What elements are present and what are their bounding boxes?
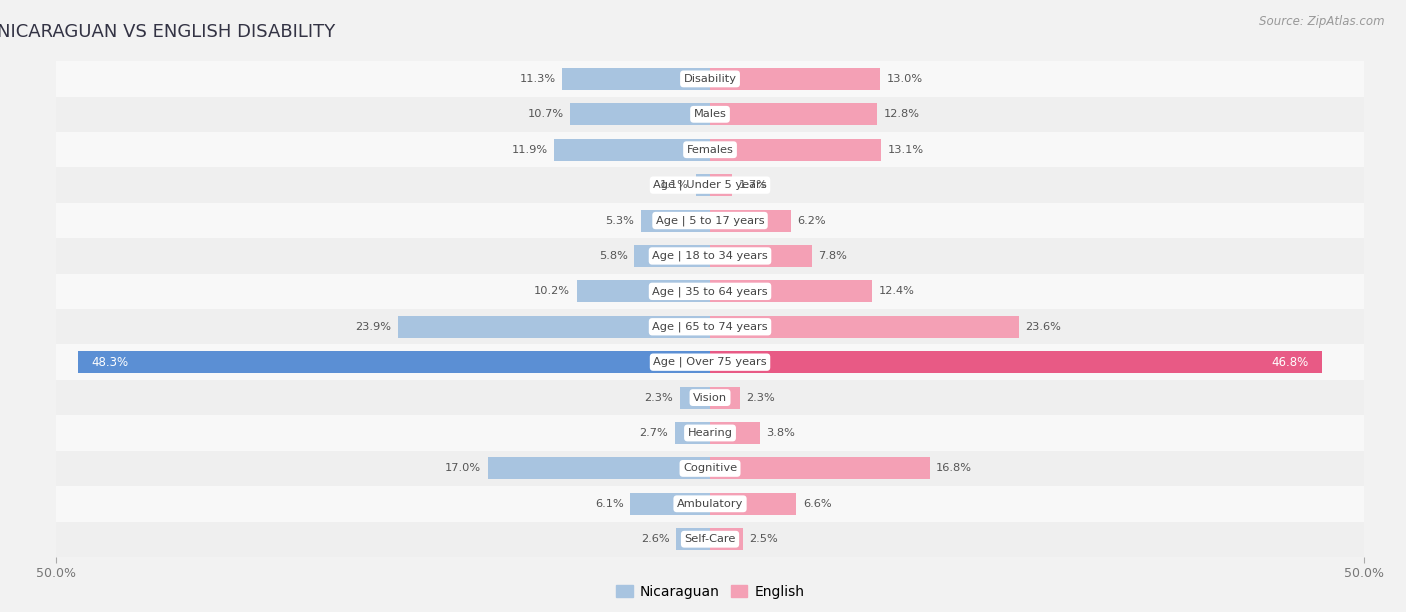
Bar [675, 422, 710, 444]
Text: 7.8%: 7.8% [818, 251, 848, 261]
Text: 23.6%: 23.6% [1025, 322, 1062, 332]
Text: Age | 5 to 17 years: Age | 5 to 17 years [655, 215, 765, 226]
Bar [634, 245, 710, 267]
Bar [56, 345, 1364, 380]
Text: 17.0%: 17.0% [446, 463, 481, 474]
Text: Age | 65 to 74 years: Age | 65 to 74 years [652, 321, 768, 332]
Text: 46.8%: 46.8% [1271, 356, 1309, 368]
Bar [569, 103, 710, 125]
Text: Self-Care: Self-Care [685, 534, 735, 544]
Bar [398, 316, 710, 338]
Text: 13.1%: 13.1% [887, 144, 924, 155]
Text: Males: Males [693, 110, 727, 119]
Text: Age | 35 to 64 years: Age | 35 to 64 years [652, 286, 768, 297]
Bar [488, 457, 710, 479]
Bar [681, 387, 710, 409]
Text: Source: ZipAtlas.com: Source: ZipAtlas.com [1260, 15, 1385, 28]
Bar [710, 209, 792, 231]
Text: 2.6%: 2.6% [641, 534, 669, 544]
Text: 12.8%: 12.8% [884, 110, 920, 119]
Bar [56, 132, 1364, 168]
Bar [56, 450, 1364, 486]
Bar [641, 209, 710, 231]
Bar [710, 457, 929, 479]
Bar [710, 139, 882, 161]
Text: 2.3%: 2.3% [747, 392, 775, 403]
Bar [562, 68, 710, 90]
Text: Females: Females [686, 144, 734, 155]
Text: Hearing: Hearing [688, 428, 733, 438]
Bar [710, 245, 813, 267]
Text: Age | 18 to 34 years: Age | 18 to 34 years [652, 251, 768, 261]
Text: 23.9%: 23.9% [354, 322, 391, 332]
Bar [710, 528, 742, 550]
Text: 6.1%: 6.1% [595, 499, 624, 509]
Text: Age | Over 75 years: Age | Over 75 years [654, 357, 766, 367]
Text: 12.4%: 12.4% [879, 286, 914, 296]
Bar [554, 139, 710, 161]
Text: 1.7%: 1.7% [738, 180, 768, 190]
Bar [56, 238, 1364, 274]
Bar [676, 528, 710, 550]
Text: 2.7%: 2.7% [640, 428, 668, 438]
Text: Cognitive: Cognitive [683, 463, 737, 474]
Bar [56, 97, 1364, 132]
Bar [56, 274, 1364, 309]
Bar [710, 351, 1322, 373]
Bar [79, 351, 710, 373]
Bar [56, 521, 1364, 557]
Bar [710, 103, 877, 125]
Bar [710, 493, 796, 515]
Bar [710, 316, 1018, 338]
Bar [710, 387, 740, 409]
Text: 1.1%: 1.1% [661, 180, 689, 190]
Bar [710, 422, 759, 444]
Text: Disability: Disability [683, 74, 737, 84]
Text: 10.7%: 10.7% [527, 110, 564, 119]
Text: 2.5%: 2.5% [749, 534, 778, 544]
Text: 5.8%: 5.8% [599, 251, 627, 261]
Bar [710, 174, 733, 196]
Text: 5.3%: 5.3% [606, 215, 634, 226]
Bar [576, 280, 710, 302]
Text: 13.0%: 13.0% [887, 74, 922, 84]
Legend: Nicaraguan, English: Nicaraguan, English [610, 580, 810, 605]
Bar [56, 380, 1364, 416]
Bar [56, 486, 1364, 521]
Text: 11.9%: 11.9% [512, 144, 548, 155]
Bar [710, 280, 872, 302]
Text: 16.8%: 16.8% [936, 463, 972, 474]
Bar [56, 61, 1364, 97]
Text: 2.3%: 2.3% [645, 392, 673, 403]
Text: Age | Under 5 years: Age | Under 5 years [654, 180, 766, 190]
Text: 48.3%: 48.3% [91, 356, 129, 368]
Text: 6.2%: 6.2% [797, 215, 827, 226]
Bar [630, 493, 710, 515]
Bar [56, 309, 1364, 345]
Text: 6.6%: 6.6% [803, 499, 831, 509]
Bar [56, 416, 1364, 450]
Bar [696, 174, 710, 196]
Text: NICARAGUAN VS ENGLISH DISABILITY: NICARAGUAN VS ENGLISH DISABILITY [0, 23, 336, 42]
Bar [710, 68, 880, 90]
Text: 11.3%: 11.3% [520, 74, 555, 84]
Bar [56, 203, 1364, 238]
Text: Ambulatory: Ambulatory [676, 499, 744, 509]
Text: 3.8%: 3.8% [766, 428, 796, 438]
Bar [56, 168, 1364, 203]
Text: 10.2%: 10.2% [534, 286, 569, 296]
Text: Vision: Vision [693, 392, 727, 403]
